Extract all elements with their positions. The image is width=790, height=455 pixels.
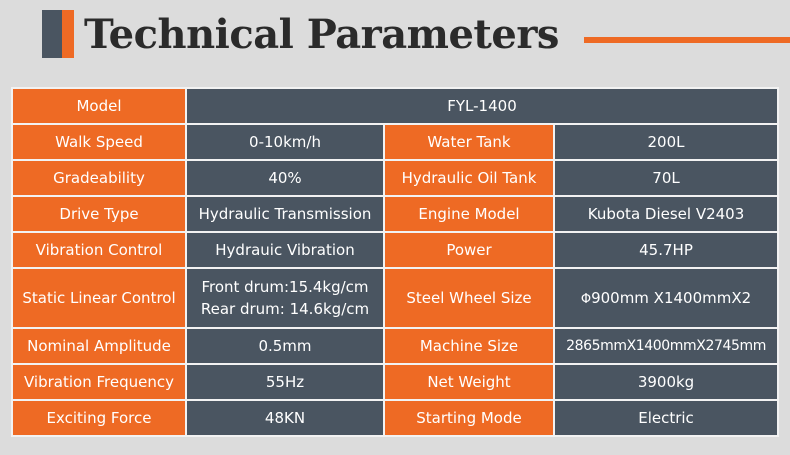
front-drum-value: Front drum:15.4kg/cm <box>201 278 369 296</box>
table-row: Vibration Frequency 55Hz Net Weight 3900… <box>11 363 780 401</box>
title-underline <box>584 37 790 43</box>
param-label: Water Tank <box>383 123 555 161</box>
param-value: 70L <box>552 159 780 197</box>
param-value: 2865mmX1400mmX2745mm <box>552 327 780 365</box>
param-value: 55Hz <box>185 363 385 401</box>
table-row: Gradeability 40% Hydraulic Oil Tank 70L <box>11 159 780 197</box>
param-label: Steel Wheel Size <box>383 267 555 329</box>
param-label: Gradeability <box>11 159 187 197</box>
param-value: Kubota Diesel V2403 <box>552 195 780 233</box>
param-value: Φ900mm X1400mmX2 <box>552 267 780 329</box>
param-value: 48KN <box>185 399 385 437</box>
param-label: Static Linear Control <box>11 267 187 329</box>
model-label: Model <box>11 87 187 125</box>
wheel-size-value: 900mm X1400mmX2 <box>591 289 752 307</box>
param-label: Starting Mode <box>383 399 555 437</box>
param-value: 0-10km/h <box>185 123 385 161</box>
param-label: Nominal Amplitude <box>11 327 187 365</box>
param-label: Hydraulic Oil Tank <box>383 159 555 197</box>
table-row: Static Linear Control Front drum:15.4kg/… <box>11 267 780 329</box>
param-value: 45.7HP <box>552 231 780 269</box>
param-label: Machine Size <box>383 327 555 365</box>
rear-drum-value: Rear drum: 14.6kg/cm <box>200 300 370 318</box>
model-value: FYL-1400 <box>184 87 780 125</box>
param-value: 0.5mm <box>185 327 385 365</box>
param-value: Hydraulic Transmission <box>185 195 385 233</box>
param-value: Electric <box>552 399 780 437</box>
param-label: Drive Type <box>11 195 187 233</box>
table-row: Drive Type Hydraulic Transmission Engine… <box>11 195 780 233</box>
table-row-model: Model FYL-1400 <box>11 87 780 125</box>
param-label: Vibration Control <box>11 231 187 269</box>
param-value: 3900kg <box>552 363 780 401</box>
param-value: 40% <box>185 159 385 197</box>
table-row: Vibration Control Hydrauic Vibration Pow… <box>11 231 780 269</box>
param-label: Vibration Frequency <box>11 363 187 401</box>
param-value: Hydrauic Vibration <box>185 231 385 269</box>
spec-table: Model FYL-1400 Walk Speed 0-10km/h Water… <box>11 87 780 437</box>
title-accent-orange <box>62 10 74 58</box>
table-row: Nominal Amplitude 0.5mm Machine Size 286… <box>11 327 780 365</box>
param-value-multiline: Front drum:15.4kg/cm Rear drum: 14.6kg/c… <box>185 267 385 329</box>
param-label: Net Weight <box>383 363 555 401</box>
param-value: 200L <box>552 123 780 161</box>
table-row: Exciting Force 48KN Starting Mode Electr… <box>11 399 780 437</box>
page-title: Technical Parameters <box>84 11 559 58</box>
table-row: Walk Speed 0-10km/h Water Tank 200L <box>11 123 780 161</box>
title-accent-dark <box>42 10 62 58</box>
diameter-symbol: Φ <box>580 292 592 307</box>
param-label: Exciting Force <box>11 399 187 437</box>
param-label: Walk Speed <box>11 123 187 161</box>
param-label: Power <box>383 231 555 269</box>
param-label: Engine Model <box>383 195 555 233</box>
